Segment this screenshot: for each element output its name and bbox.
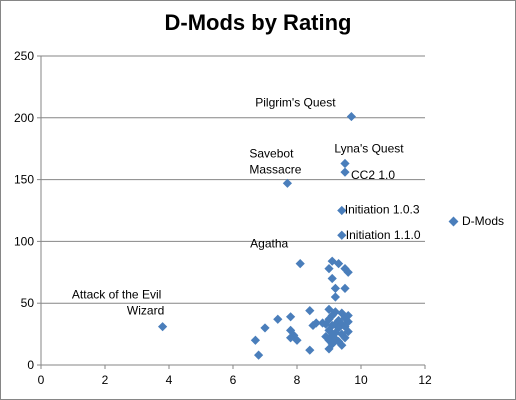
data-label: Initiation 1.1.0 (346, 228, 421, 242)
data-point (295, 259, 305, 269)
y-tick-label: 50 (21, 296, 35, 310)
data-label: Massacre (249, 162, 301, 176)
legend-label: D-Mods (462, 214, 505, 228)
data-point (330, 307, 340, 317)
data-point (158, 322, 168, 332)
data-label: Initiation 1.0.3 (345, 203, 420, 217)
data-point (337, 205, 347, 216)
data-label: Savebot (249, 146, 294, 160)
data-point (321, 331, 331, 342)
axes (37, 55, 426, 369)
x-tick-label: 8 (294, 373, 301, 387)
x-tick-label: 12 (418, 373, 432, 387)
data-label: CC2 1.0 (351, 168, 395, 182)
data-point (292, 335, 302, 345)
data-point (334, 323, 344, 333)
x-tick-label: 6 (230, 373, 237, 387)
data-point (334, 259, 344, 269)
y-tick-label: 100 (14, 234, 34, 248)
data-point (327, 339, 337, 349)
data-label: Lyna's Quest (334, 142, 404, 156)
data-point (286, 333, 296, 343)
data-label: Pilgrim's Quest (255, 96, 336, 110)
data-point (286, 325, 296, 335)
legend-marker-icon (448, 216, 459, 226)
data-point (343, 317, 353, 327)
data-point (340, 283, 350, 293)
data-point (282, 178, 292, 188)
y-tick-label: 0 (27, 358, 34, 372)
data-point (340, 158, 350, 169)
data-point (327, 273, 337, 284)
data-point (337, 230, 347, 240)
data-point (324, 344, 334, 354)
data-point (337, 308, 347, 318)
data-point (260, 323, 270, 333)
data-point (324, 263, 334, 274)
x-tick-label: 10 (354, 373, 368, 387)
data-point (330, 283, 340, 293)
data-point (334, 315, 344, 326)
data-point (346, 111, 356, 122)
x-tick-label: 2 (102, 373, 109, 387)
data-point (337, 329, 347, 339)
tick-labels: 0 50 100 150 200 250 0 2 4 6 8 10 12 (14, 49, 432, 387)
legend: D-Mods (448, 213, 504, 229)
x-tick-label: 4 (166, 373, 173, 387)
y-tick-label: 200 (14, 111, 34, 125)
x-tick-label: 0 (38, 373, 45, 387)
data-point (273, 314, 283, 324)
gridlines (41, 55, 425, 304)
data-point (305, 345, 315, 355)
data-point (321, 319, 331, 329)
data-point (311, 318, 321, 328)
data-point (343, 267, 353, 277)
data-point (305, 306, 315, 316)
y-tick-label: 150 (14, 173, 34, 187)
data-point (250, 335, 260, 345)
data-label: Wizard (127, 304, 164, 318)
data-point (286, 312, 296, 322)
data-label: Agatha (250, 237, 288, 251)
data-point (340, 333, 350, 343)
data-point (327, 256, 337, 266)
data-point (337, 319, 347, 329)
data-point (330, 328, 340, 338)
data-point (337, 340, 347, 350)
chart-title: D-Mods by Rating (164, 10, 352, 35)
data-point (343, 327, 353, 337)
data-point (308, 320, 318, 331)
data-points (158, 111, 356, 360)
annotations: Pilgrim's Quest Lyna's Quest CC2 1.0 Savebo… (72, 96, 421, 318)
data-label: Attack of the Evil (72, 288, 161, 302)
data-point (340, 167, 350, 177)
data-point (254, 350, 264, 360)
y-tick-label: 250 (14, 49, 34, 63)
data-point (330, 292, 340, 302)
